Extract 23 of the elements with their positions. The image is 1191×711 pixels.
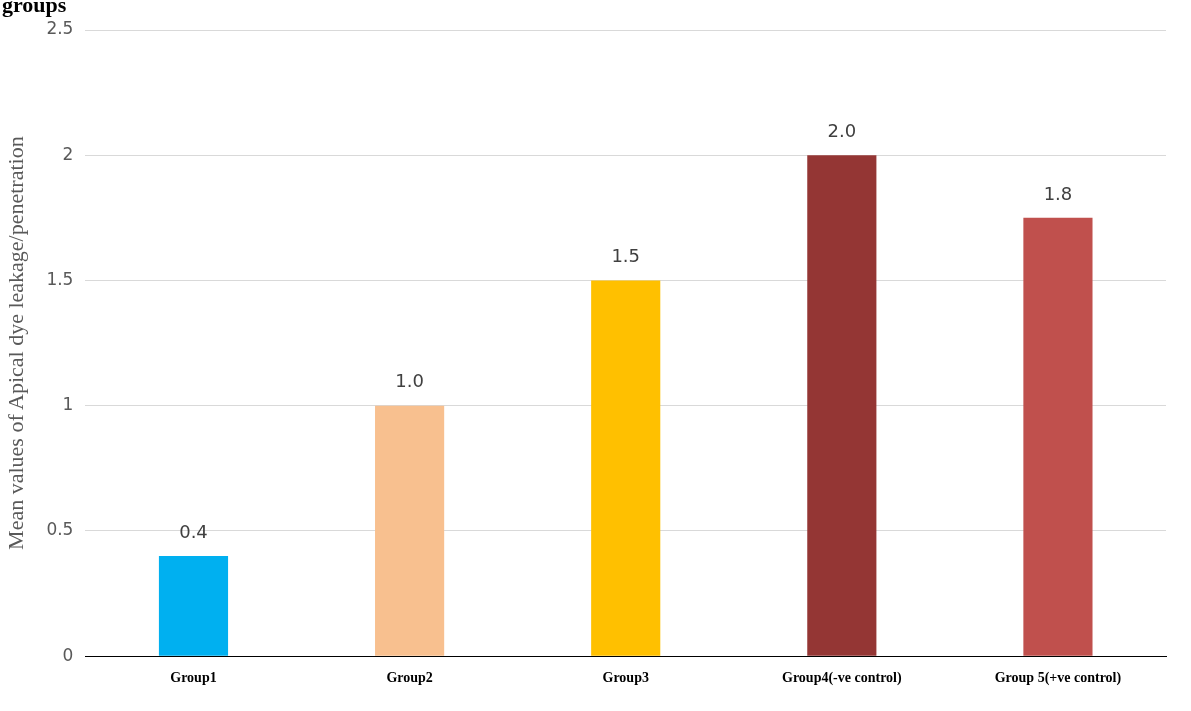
data-label: 1.0	[395, 370, 424, 392]
y-tick-label: 1.5	[46, 268, 74, 289]
x-tick-label: Group2	[386, 670, 433, 686]
y-tick-label: 1	[62, 394, 74, 415]
data-label: 1.8	[1043, 182, 1073, 204]
bar	[158, 556, 229, 656]
y-tick-label: 2.5	[46, 18, 74, 39]
y-tick-label: 0	[62, 644, 74, 665]
x-tick-label: Group4(-ve control)	[782, 670, 902, 687]
y-tick-label: 2	[62, 143, 74, 164]
bar	[807, 155, 877, 656]
chart-title: groups	[2, 0, 67, 18]
bar	[591, 280, 661, 656]
x-tick-label: Group 5(+ve control)	[994, 670, 1122, 687]
bar	[375, 405, 445, 656]
y-tick-label: 0.5	[46, 519, 74, 540]
y-axis-title: Mean values of Apical dye leakage/penetration	[2, 136, 28, 550]
bar	[1023, 217, 1093, 656]
data-label: 1.5	[611, 245, 641, 267]
data-label: 2.0	[827, 119, 857, 141]
x-tick-label: Group1	[170, 670, 217, 686]
data-label: 0.4	[179, 520, 208, 542]
x-tick-label: Group3	[602, 670, 649, 686]
